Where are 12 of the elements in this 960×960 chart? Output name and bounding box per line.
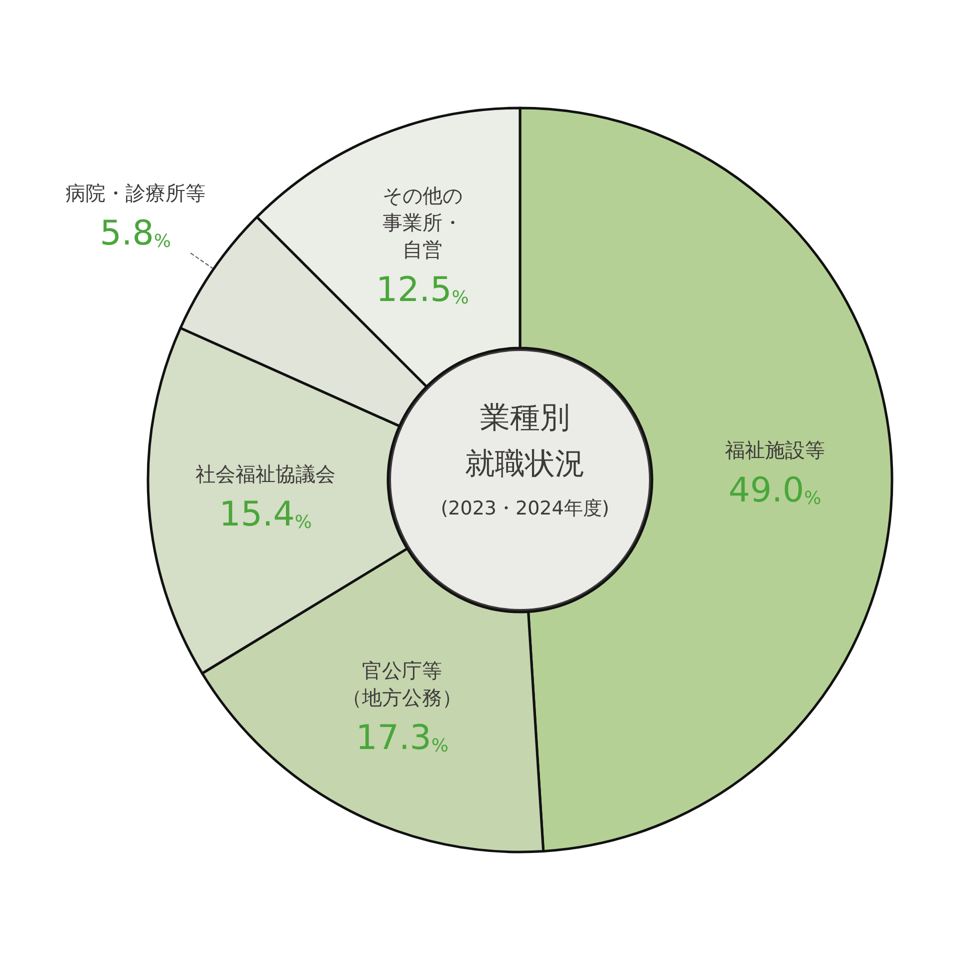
slice-label: 社会福祉協議会 <box>196 462 336 486</box>
text: (2023・2024年度) <box>440 498 610 520</box>
slice-label: 福祉施設等 <box>724 438 825 462</box>
slice-label: その他の事業所・自営 <box>382 183 462 262</box>
slice-label: 官公庁等（地方公務） <box>342 658 462 710</box>
slice-label: 病院・診療所等 <box>65 181 206 206</box>
text: 業種別就職状況 <box>465 400 585 482</box>
data-label: 15.4% <box>219 494 312 535</box>
data-label: 17.3% <box>356 718 448 758</box>
data-label: 49.0% <box>728 470 822 510</box>
data-label: 12.5% <box>376 270 469 310</box>
data-label: 5.8% <box>100 214 171 254</box>
